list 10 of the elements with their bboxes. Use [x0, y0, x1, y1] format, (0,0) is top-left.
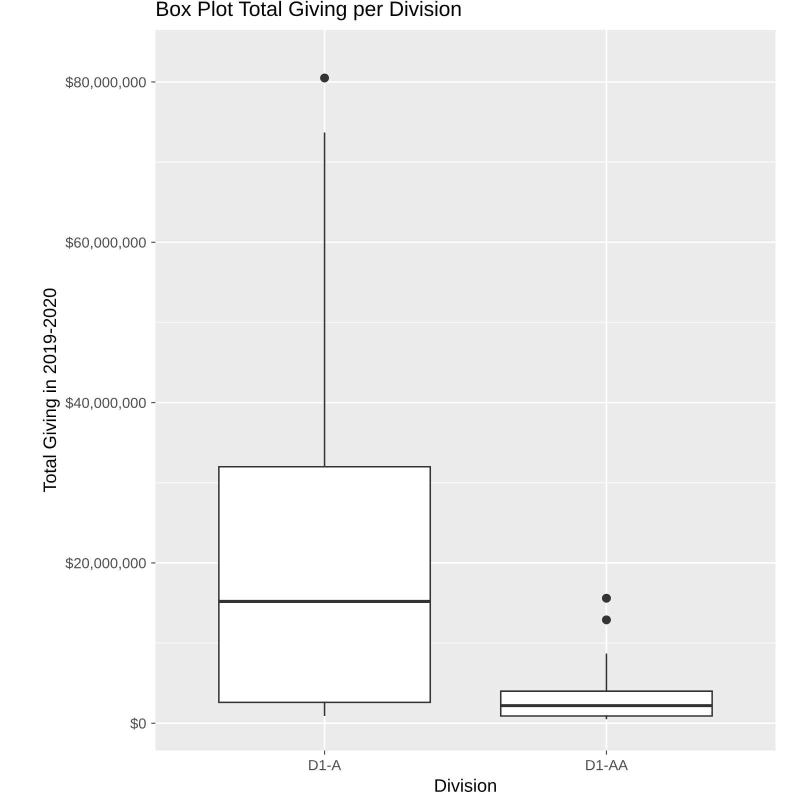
y-tick-label: $40,000,000	[65, 397, 146, 410]
x-tick-label: D1-AA	[586, 760, 628, 770]
y-tick-label: $20,000,000	[65, 557, 146, 570]
y-axis-title: Total Giving in 2019-2020	[42, 288, 60, 492]
chart-title: Box Plot Total Giving per Division	[157, 0, 461, 20]
x-axis-title: Division	[435, 778, 496, 792]
y-tick-label: $0	[130, 718, 146, 730]
y-tick-label: $80,000,000	[65, 76, 146, 90]
y-tick-label: $60,000,000	[65, 236, 146, 250]
x-tick-label: D1-A	[309, 760, 342, 770]
